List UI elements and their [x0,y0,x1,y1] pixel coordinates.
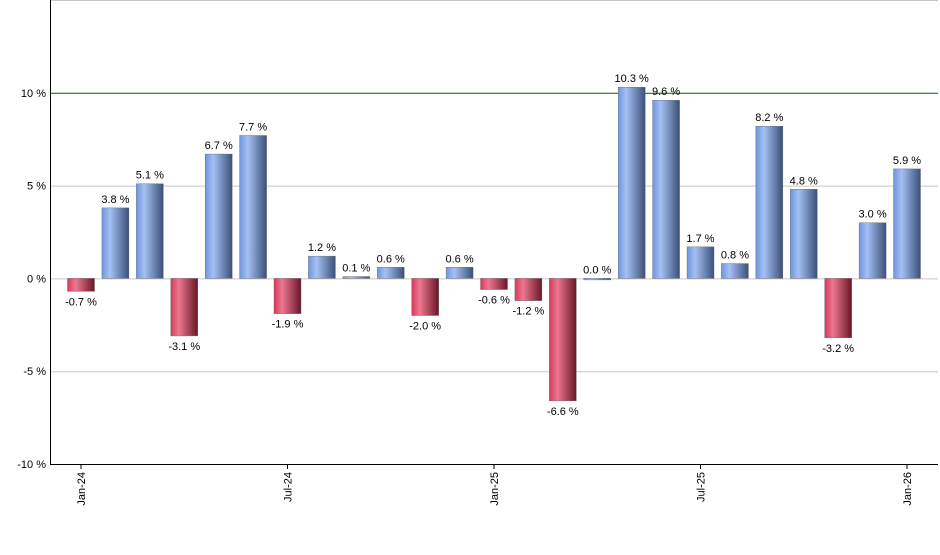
data-label: -1.2 % [513,306,545,318]
bar [514,278,543,301]
x-tick-label: Jan-25 [489,472,501,506]
data-label: 0.6 % [446,253,474,265]
bar [686,246,715,279]
bar [583,278,611,281]
bar [824,278,852,338]
data-label: 10.3 % [615,73,649,85]
data-label: -6.6 % [547,406,579,418]
bar [308,255,336,279]
x-tick-label: Jul-25 [696,472,708,502]
y-tick-label: 5 % [27,181,46,193]
bar [273,278,302,314]
data-label: -1.9 % [272,319,304,331]
bar [549,278,577,402]
bar [136,183,164,279]
bar [101,207,130,279]
bar [617,87,646,279]
bar [721,263,749,279]
y-tick-label: -5 % [23,366,46,378]
data-label: 0.1 % [342,263,370,275]
y-tick-label: 0 % [27,273,46,285]
data-label: -0.6 % [478,295,510,307]
bar [411,278,439,316]
bar [445,267,474,279]
bar [170,278,198,337]
data-label: 0.0 % [583,264,611,276]
data-label: 5.9 % [893,155,921,167]
data-label: 6.7 % [205,140,233,152]
x-tick-label: Jan-24 [76,472,88,506]
bar [67,278,95,292]
bar [480,278,508,290]
data-label: 5.1 % [136,170,164,182]
data-label: 8.2 % [755,112,783,124]
bar [377,267,405,279]
data-label: -3.2 % [822,343,854,355]
data-label: 7.7 % [239,121,267,133]
data-label: -2.0 % [409,321,441,333]
x-tick-label: Jan-26 [902,472,914,506]
bar [204,153,233,279]
data-label: 3.8 % [101,194,129,206]
x-tick-label: Jul-24 [283,472,295,502]
data-label: 1.2 % [308,242,336,254]
data-label: 9.6 % [652,86,680,98]
y-tick-label: 10 % [21,88,46,100]
bar [755,126,784,279]
bar [858,222,887,279]
data-label: 0.8 % [721,250,749,262]
data-label: -3.1 % [168,341,200,353]
data-label: -0.7 % [65,296,97,308]
data-label: 4.8 % [790,175,818,187]
data-label: 3.0 % [859,209,887,221]
bar [652,100,680,279]
y-tick-label: -10 % [17,459,46,471]
bar [239,135,267,279]
bar [893,168,921,279]
data-label: 1.7 % [686,233,714,245]
bar [342,276,371,279]
bar [790,189,818,279]
data-label: 0.6 % [377,253,405,265]
